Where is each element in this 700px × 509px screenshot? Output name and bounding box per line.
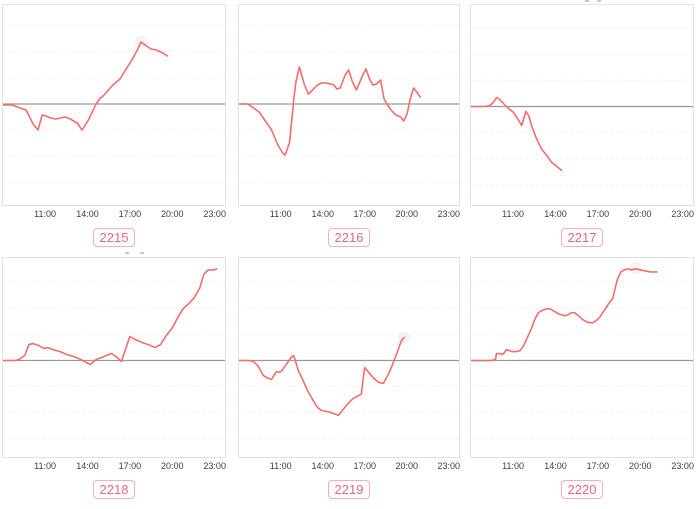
x-tick-label: 17:00 xyxy=(353,461,377,471)
chart-id-tag[interactable]: 2215 xyxy=(92,228,136,247)
x-tick-label: 23:00 xyxy=(203,209,226,219)
x-tick-label: 20:00 xyxy=(395,209,419,219)
series-line xyxy=(471,96,563,171)
line-chart[interactable] xyxy=(471,258,693,457)
x-tick-label: 14:00 xyxy=(311,209,334,219)
x-tick-label: 14:00 xyxy=(311,461,334,471)
line-chart[interactable] xyxy=(239,258,459,457)
x-tick-label: 23:00 xyxy=(671,461,694,471)
chart-panel: 11:00 14:00 17:00 20:00 23:00 2216 xyxy=(238,4,460,247)
x-tick-label: 20:00 xyxy=(395,461,419,471)
clipped-text-remnant xyxy=(125,252,129,254)
line-chart[interactable] xyxy=(239,5,459,205)
chart-panel: 11:00 14:00 17:00 20:00 23:00 2219 xyxy=(238,257,460,499)
chart-panel: 11:00 14:00 17:00 20:00 23:00 2215 xyxy=(2,4,226,247)
chart-id-tag[interactable]: 2218 xyxy=(92,480,136,499)
x-tick-label: 14:00 xyxy=(544,461,567,471)
x-tick-label: 11:00 xyxy=(34,209,57,219)
x-tick-label: 17:00 xyxy=(118,461,142,471)
chart-id-tag[interactable]: 2217 xyxy=(560,228,604,247)
x-tick-label: 11:00 xyxy=(502,461,525,471)
plot-area[interactable] xyxy=(470,4,694,206)
line-chart[interactable] xyxy=(471,5,693,205)
x-tick-label: 23:00 xyxy=(437,461,461,471)
clipped-text-remnant xyxy=(597,0,601,2)
hover-ghost-point xyxy=(629,261,642,274)
series-line xyxy=(3,268,218,366)
x-tick-label: 11:00 xyxy=(502,209,525,219)
x-tick-label: 11:00 xyxy=(269,209,292,219)
plot-area[interactable] xyxy=(238,257,460,458)
x-tick-label: 14:00 xyxy=(76,461,99,471)
chart-panel: 11:00 14:00 17:00 20:00 23:00 2220 xyxy=(470,257,694,499)
x-axis: 11:00 14:00 17:00 20:00 23:00 xyxy=(238,461,460,473)
x-tick-label: 17:00 xyxy=(353,209,377,219)
x-tick-label: 17:00 xyxy=(586,209,610,219)
x-tick-label: 23:00 xyxy=(437,209,461,219)
x-axis: 11:00 14:00 17:00 20:00 23:00 xyxy=(470,461,694,473)
x-tick-label: 23:00 xyxy=(203,461,226,471)
x-axis: 11:00 14:00 17:00 20:00 23:00 xyxy=(2,209,226,221)
x-tick-label: 14:00 xyxy=(544,209,567,219)
clipped-text-remnant xyxy=(585,0,589,2)
series-line xyxy=(239,66,421,156)
x-axis: 11:00 14:00 17:00 20:00 23:00 xyxy=(238,209,460,221)
plot-area[interactable] xyxy=(2,4,226,206)
x-tick-label: 20:00 xyxy=(629,209,652,219)
x-tick-label: 11:00 xyxy=(34,461,57,471)
clipped-text-remnant xyxy=(140,252,144,254)
x-tick-label: 11:00 xyxy=(269,461,292,471)
plot-area[interactable] xyxy=(2,257,226,458)
x-tick-label: 14:00 xyxy=(76,209,99,219)
x-tick-label: 17:00 xyxy=(118,209,142,219)
x-tick-label: 20:00 xyxy=(629,461,652,471)
x-tick-label: 17:00 xyxy=(586,461,610,471)
line-chart[interactable] xyxy=(3,5,225,205)
x-axis: 11:00 14:00 17:00 20:00 23:00 xyxy=(2,461,226,473)
series-line xyxy=(239,336,405,417)
chart-id-tag[interactable]: 2220 xyxy=(560,480,604,499)
chart-id-tag[interactable]: 2219 xyxy=(327,480,371,499)
line-chart[interactable] xyxy=(3,258,225,457)
plot-area[interactable] xyxy=(238,4,460,206)
chart-id-tag[interactable]: 2216 xyxy=(327,228,371,247)
x-tick-label: 20:00 xyxy=(161,209,184,219)
series-line xyxy=(3,41,169,131)
chart-panel: 11:00 14:00 17:00 20:00 23:00 2218 xyxy=(2,257,226,499)
series-line xyxy=(471,268,658,362)
x-tick-label: 23:00 xyxy=(671,209,694,219)
x-axis: 11:00 14:00 17:00 20:00 23:00 xyxy=(470,209,694,221)
plot-area[interactable] xyxy=(470,257,694,458)
chart-panel: 11:00 14:00 17:00 20:00 23:00 2217 xyxy=(470,4,694,247)
x-tick-label: 20:00 xyxy=(161,461,184,471)
